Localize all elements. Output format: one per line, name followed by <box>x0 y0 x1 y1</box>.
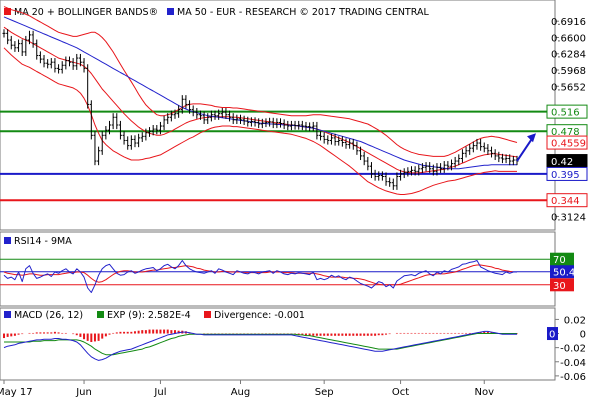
macd-legend: MACD (26, 12) EXP (9): 2.582E-4 Divergence… <box>4 310 305 321</box>
rsi-badge-label: 30 <box>553 281 566 292</box>
level-badge-support <box>546 166 588 181</box>
rsi-legend-swatch <box>4 237 11 244</box>
y-tick-label: 0.6600 <box>551 33 586 44</box>
bollinger-lower-line <box>3 47 517 195</box>
bollinger-upper-line <box>3 6 518 157</box>
macd-y-axis: 0.02 0 -0.02 -0.04 -0.06 0 <box>547 315 586 383</box>
rsi-badge <box>550 278 574 292</box>
level-badge-label: 0.344 <box>551 196 580 207</box>
level-badge-stop <box>546 193 588 208</box>
legend-swatch <box>167 8 174 15</box>
legend-label: MA 20 + BOLLINGER BANDS® <box>14 7 158 18</box>
level-badge-label: 0.4559 <box>551 139 586 150</box>
price-legend: MA 20 + BOLLINGER BANDS® MA 50 - EUR - RE… <box>4 7 429 18</box>
level-badge-label: 0.478 <box>551 127 580 138</box>
rsi-badges: 70 50.4 30 <box>550 252 575 292</box>
time-x-axis: May 17 Jun Jul Aug Sep Oct Nov <box>0 380 494 398</box>
x-tick-label: Sep <box>315 387 334 398</box>
legend-swatch <box>4 8 11 15</box>
macd-legend-label: EXP (9): 2.582E-4 <box>107 310 191 321</box>
exp-line <box>4 333 517 356</box>
y-tick-label: 0.5652 <box>551 82 586 93</box>
rsi-badge-label: 70 <box>553 255 566 266</box>
level-badge-bollinger <box>546 135 588 150</box>
macd-y-tick-label: 0.02 <box>564 315 586 326</box>
price-y-axis: 0.6916 0.6600 0.6284 0.5968 0.5652 0.3124 0.51… <box>546 17 588 223</box>
macd-legend-swatch <box>97 311 104 318</box>
ma20-line <box>3 26 518 174</box>
price-lines <box>0 6 555 202</box>
level-badge-label: 0.42 <box>551 157 573 168</box>
macd-line <box>3 330 517 361</box>
rsi-panel: RSI14 - 9MA 70 50.4 30 <box>0 231 575 307</box>
macd-y-tick-label: -0.02 <box>560 344 586 355</box>
x-tick-label: May 17 <box>0 387 33 398</box>
macd-zero-badge-label: 0 <box>549 330 555 341</box>
rsi-badge-label: 50.4 <box>553 268 575 279</box>
x-tick-label: Nov <box>474 387 494 398</box>
legend-label: MA 50 - EUR - RESEARCH © 2017 TRADING CE… <box>177 7 429 18</box>
rsi-panel-frame <box>0 231 556 307</box>
forecast-arrow-line <box>516 136 534 162</box>
macd-panel-frame <box>0 307 556 381</box>
macd-lines <box>3 329 518 361</box>
macd-legend-label: Divergence: -0.001 <box>214 310 305 321</box>
macd-y-tick-label: 0 <box>580 330 586 341</box>
rsi14-line <box>3 260 517 293</box>
y-tick-label: 0.6284 <box>551 50 586 61</box>
level-badge-label: 0.516 <box>551 108 580 119</box>
level-badge-resistance <box>546 104 588 119</box>
x-tick-label: Oct <box>392 387 409 398</box>
macd-panel: MACD (26, 12) EXP (9): 2.582E-4 Divergence… <box>0 307 586 383</box>
macd-y-tick-label: -0.06 <box>560 372 586 383</box>
ma50-line <box>3 16 517 170</box>
rsi-badge <box>550 252 574 266</box>
forecast-arrow-head <box>527 133 536 143</box>
rsi-legend: RSI14 - 9MA <box>4 236 72 247</box>
y-tick-label: 0.5968 <box>551 66 586 77</box>
x-tick-label: Aug <box>231 387 251 398</box>
macd-y-tick-label: -0.04 <box>560 358 586 369</box>
level-badge-label: 0.395 <box>551 170 580 181</box>
macd-legend-swatch <box>4 311 11 318</box>
price-panel-frame <box>0 0 556 231</box>
macd-legend-label: MACD (26, 12) <box>14 310 83 321</box>
rsi-legend-label: RSI14 - 9MA <box>14 236 72 247</box>
y-tick-label: 0.3124 <box>551 212 586 223</box>
x-tick-label: Jul <box>153 387 166 398</box>
x-tick-label: Jun <box>75 387 92 398</box>
price-panel: MA 20 + BOLLINGER BANDS® MA 50 - EUR - RE… <box>0 0 588 231</box>
macd-legend-swatch <box>204 311 211 318</box>
rsi-badge <box>550 265 574 279</box>
rsi-lines <box>0 258 555 293</box>
y-tick-label: 0.6916 <box>551 17 586 28</box>
macd-zero-badge <box>547 327 558 341</box>
